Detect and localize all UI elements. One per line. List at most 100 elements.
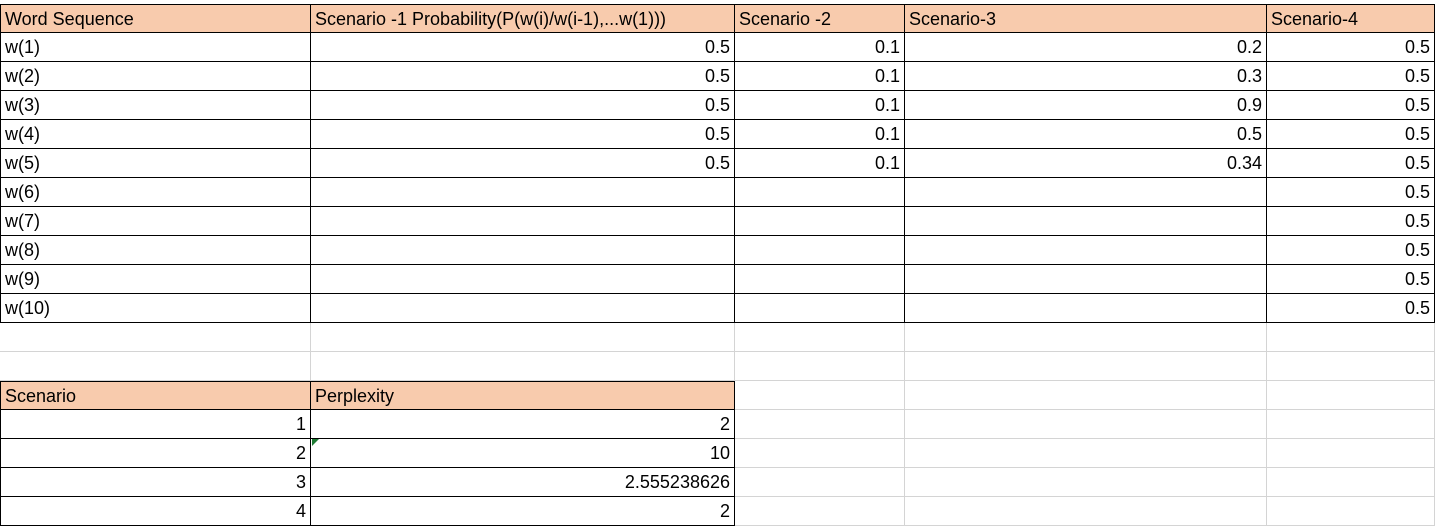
table1-header-row: Word Sequence Scenario -1 Probability(P(… [0, 4, 1435, 33]
empty-cell[interactable] [1267, 468, 1435, 497]
empty-cell[interactable] [735, 410, 905, 439]
perplexity-cell[interactable]: 2 [311, 497, 735, 526]
empty-row [0, 352, 1435, 381]
word-sequence-cell[interactable]: w(2) [0, 62, 311, 91]
header-perplexity[interactable]: Perplexity [311, 381, 735, 410]
header-scenario-4[interactable]: Scenario-4 [1267, 4, 1435, 33]
probability-cell[interactable] [311, 294, 735, 323]
perplexity-cell[interactable]: 2.555238626 [311, 468, 735, 497]
table-row: 3 2.555238626 [0, 468, 1435, 497]
word-sequence-cell[interactable]: w(4) [0, 120, 311, 149]
empty-cell[interactable] [1267, 352, 1435, 381]
empty-cell[interactable] [735, 497, 905, 526]
empty-cell[interactable] [905, 323, 1267, 352]
probability-cell[interactable]: 0.5 [905, 120, 1267, 149]
probability-cell[interactable]: 0.5 [1267, 265, 1435, 294]
perplexity-cell[interactable]: 10 [311, 439, 735, 468]
scenario-number-cell[interactable]: 3 [0, 468, 311, 497]
scenario-number-cell[interactable]: 1 [0, 410, 311, 439]
probability-cell[interactable] [735, 294, 905, 323]
probability-cell[interactable]: 0.5 [311, 91, 735, 120]
table-row: w(9) 0.5 [0, 265, 1435, 294]
probability-cell[interactable]: 0.5 [1267, 91, 1435, 120]
probability-cell[interactable]: 0.5 [311, 33, 735, 62]
probability-cell[interactable] [905, 178, 1267, 207]
table-row: w(1) 0.5 0.1 0.2 0.5 [0, 33, 1435, 62]
probability-cell[interactable] [735, 265, 905, 294]
probability-cell[interactable] [905, 294, 1267, 323]
scenario-number-cell[interactable]: 2 [0, 439, 311, 468]
probability-cell[interactable]: 0.5 [1267, 149, 1435, 178]
probability-cell[interactable]: 0.1 [735, 62, 905, 91]
empty-cell[interactable] [905, 381, 1267, 410]
empty-cell[interactable] [735, 381, 905, 410]
perplexity-cell[interactable]: 2 [311, 410, 735, 439]
empty-cell[interactable] [735, 323, 905, 352]
probability-cell[interactable]: 0.1 [735, 33, 905, 62]
probability-cell[interactable]: 0.5 [1267, 236, 1435, 265]
empty-cell[interactable] [311, 323, 735, 352]
empty-cell[interactable] [1267, 410, 1435, 439]
word-sequence-cell[interactable]: w(1) [0, 33, 311, 62]
empty-cell[interactable] [1267, 439, 1435, 468]
empty-cell[interactable] [1267, 323, 1435, 352]
word-sequence-cell[interactable]: w(8) [0, 236, 311, 265]
empty-cell[interactable] [905, 439, 1267, 468]
probability-cell[interactable]: 0.1 [735, 91, 905, 120]
table-row: w(2) 0.5 0.1 0.3 0.5 [0, 62, 1435, 91]
probability-cell[interactable]: 0.5 [1267, 178, 1435, 207]
empty-cell[interactable] [735, 468, 905, 497]
word-sequence-cell[interactable]: w(10) [0, 294, 311, 323]
probability-cell[interactable]: 0.5 [1267, 294, 1435, 323]
probability-cell[interactable]: 0.5 [311, 62, 735, 91]
empty-cell[interactable] [1267, 381, 1435, 410]
probability-cell[interactable]: 0.5 [1267, 207, 1435, 236]
table-row: 2 10 [0, 439, 1435, 468]
probability-cell[interactable]: 0.5 [311, 120, 735, 149]
table-row: w(3) 0.5 0.1 0.9 0.5 [0, 91, 1435, 120]
scenario-number-cell[interactable]: 4 [0, 497, 311, 526]
word-sequence-cell[interactable]: w(7) [0, 207, 311, 236]
probability-cell[interactable] [311, 265, 735, 294]
probability-cell[interactable]: 0.5 [311, 149, 735, 178]
empty-cell[interactable] [905, 410, 1267, 439]
probability-cell[interactable]: 0.2 [905, 33, 1267, 62]
header-scenario-3[interactable]: Scenario-3 [905, 4, 1267, 33]
probability-cell[interactable] [311, 207, 735, 236]
empty-cell[interactable] [735, 439, 905, 468]
probability-cell[interactable] [735, 178, 905, 207]
probability-cell[interactable] [905, 236, 1267, 265]
empty-cell[interactable] [311, 352, 735, 381]
probability-cell[interactable]: 0.3 [905, 62, 1267, 91]
empty-cell[interactable] [905, 497, 1267, 526]
word-sequence-cell[interactable]: w(5) [0, 149, 311, 178]
probability-cell[interactable] [311, 178, 735, 207]
probability-cell[interactable]: 0.1 [735, 120, 905, 149]
word-sequence-cell[interactable]: w(3) [0, 91, 311, 120]
word-sequence-cell[interactable]: w(6) [0, 178, 311, 207]
probability-cell[interactable]: 0.5 [1267, 62, 1435, 91]
probability-cell[interactable] [735, 236, 905, 265]
probability-cell[interactable] [905, 265, 1267, 294]
probability-cell[interactable]: 0.1 [735, 149, 905, 178]
error-indicator-icon[interactable] [312, 439, 319, 446]
empty-cell[interactable] [905, 352, 1267, 381]
empty-cell[interactable] [905, 468, 1267, 497]
probability-cell[interactable]: 0.34 [905, 149, 1267, 178]
header-scenario-1[interactable]: Scenario -1 Probability(P(w(i)/w(i-1),..… [311, 4, 735, 33]
probability-cell[interactable]: 0.5 [1267, 120, 1435, 149]
probability-cell[interactable] [905, 207, 1267, 236]
empty-cell[interactable] [0, 352, 311, 381]
empty-cell[interactable] [1267, 497, 1435, 526]
probability-cell[interactable]: 0.5 [1267, 33, 1435, 62]
word-sequence-cell[interactable]: w(9) [0, 265, 311, 294]
probability-cell[interactable]: 0.9 [905, 91, 1267, 120]
empty-cell[interactable] [735, 352, 905, 381]
probability-cell[interactable] [311, 236, 735, 265]
probability-cell[interactable] [735, 207, 905, 236]
header-word-sequence[interactable]: Word Sequence [0, 4, 311, 33]
header-scenario[interactable]: Scenario [0, 381, 311, 410]
header-scenario-2[interactable]: Scenario -2 [735, 4, 905, 33]
empty-cell[interactable] [0, 323, 311, 352]
